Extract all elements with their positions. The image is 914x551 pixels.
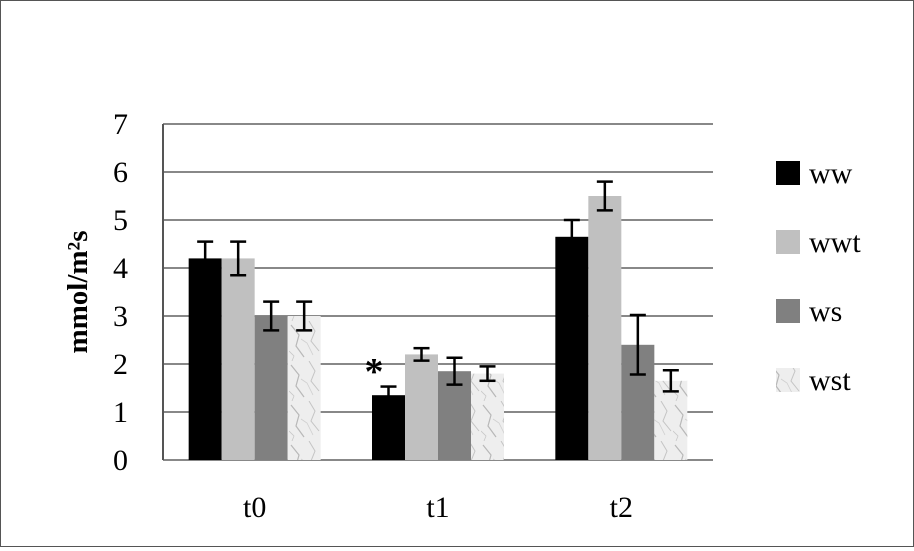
- legend: ww wwt ws wst: [776, 157, 861, 397]
- y-tick-label: 0: [113, 444, 128, 477]
- y-tick-labels: 0 1 2 3 4 5 6 7: [113, 108, 128, 477]
- bar-ww-t2: [555, 236, 589, 460]
- legend-swatch-wwt: [776, 230, 800, 254]
- x-tick-label: t0: [243, 491, 266, 524]
- y-tick-label: 2: [113, 348, 128, 381]
- y-tick-label: 7: [113, 108, 128, 141]
- bar-ws-t1: [438, 371, 471, 460]
- y-tick-label: 4: [113, 252, 128, 285]
- annotations: *: [365, 351, 384, 393]
- bar-wst-t2: [654, 380, 688, 460]
- bars: [188, 196, 688, 460]
- legend-swatch-wst: [776, 368, 800, 392]
- y-axis-label: mmol/m²s: [62, 230, 94, 353]
- bar-ws-t0: [254, 316, 288, 460]
- bar-wwt-t2: [588, 196, 622, 460]
- legend-swatch-ww: [776, 161, 800, 185]
- legend-label-wst: wst: [809, 364, 851, 397]
- x-tick-label: t1: [426, 491, 449, 524]
- bar-wwt-t1: [405, 354, 438, 460]
- significance-asterisk: *: [365, 351, 384, 393]
- legend-label-wwt: wwt: [809, 226, 861, 259]
- y-tick-label: 3: [113, 300, 128, 333]
- y-tick-label: 1: [113, 396, 128, 429]
- bar-wst-t0: [287, 316, 321, 460]
- x-tick-label: t2: [610, 491, 633, 524]
- bar-ww-t1: [372, 395, 405, 460]
- legend-label-ws: ws: [809, 295, 842, 328]
- x-tick-labels: t0 t1 t2: [243, 491, 633, 524]
- bar-ww-t0: [188, 258, 222, 460]
- bar-wwt-t0: [221, 258, 255, 460]
- legend-swatch-ws: [776, 299, 800, 323]
- y-tick-label: 5: [113, 204, 128, 237]
- error-bars: [197, 180, 679, 406]
- bar-wst-t1: [471, 373, 504, 460]
- legend-label-ww: ww: [809, 157, 853, 190]
- y-tick-label: 6: [113, 156, 128, 189]
